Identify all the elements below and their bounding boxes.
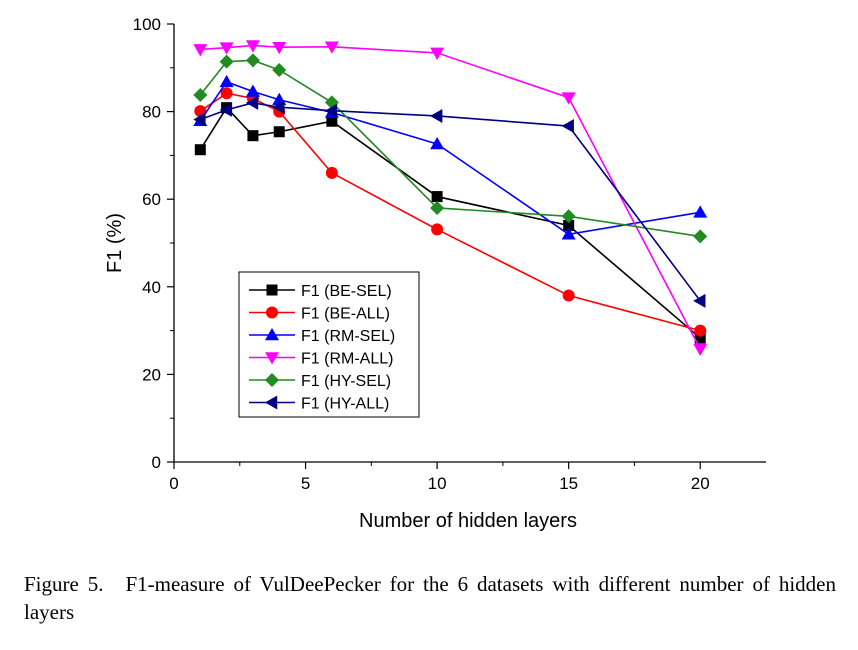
- data-point: [563, 219, 575, 231]
- data-point: [430, 137, 445, 150]
- y-tick-label: 60: [142, 190, 161, 209]
- legend-marker: [266, 306, 278, 319]
- data-point: [693, 343, 708, 356]
- legend-item: F1 (HY-SEL): [249, 373, 391, 390]
- data-point: [430, 47, 445, 60]
- axes: 0 20 40 60 80 100 0 5 10 15 20: [133, 15, 766, 493]
- x-tick-label: 20: [691, 474, 710, 493]
- legend-marker: [265, 373, 279, 387]
- data-point: [245, 95, 259, 110]
- data-point: [561, 119, 574, 134]
- legend-label: F1 (HY-ALL): [301, 396, 389, 413]
- legend-marker: [265, 395, 278, 410]
- data-point: [245, 40, 260, 53]
- data-point: [272, 62, 287, 77]
- data-point: [194, 144, 206, 156]
- data-point: [431, 191, 443, 203]
- data-point: [324, 103, 338, 118]
- data-point: [561, 227, 576, 240]
- data-point: [430, 108, 443, 123]
- data-point: [562, 289, 575, 302]
- data-point: [193, 112, 206, 127]
- data-point: [694, 332, 706, 344]
- y-tick-label: 0: [152, 453, 161, 472]
- data-point: [561, 209, 576, 224]
- data-point: [193, 44, 208, 57]
- data-point: [219, 42, 234, 55]
- figure-caption: Figure 5. F1-measure of VulDeePecker for …: [24, 570, 836, 626]
- legend-box: [238, 271, 420, 418]
- data-point: [272, 100, 285, 115]
- x-tick-label: 10: [428, 474, 447, 493]
- y-tick-label: 40: [142, 278, 161, 297]
- legend-label: F1 (RM-ALL): [301, 351, 393, 368]
- x-axis-label: Number of hidden layers: [359, 510, 577, 532]
- x-tick-label: 15: [559, 474, 578, 493]
- legend: F1 (BE-SEL) F1 (BE-ALL) F1 (RM-SEL) F1 (RM-…: [238, 271, 420, 418]
- data-point: [430, 200, 445, 215]
- y-tick-label: 20: [142, 365, 161, 384]
- legend-item: F1 (BE-SEL): [249, 283, 392, 300]
- legend-item: F1 (HY-ALL): [249, 395, 389, 413]
- legend-marker: [265, 352, 279, 365]
- data-point: [193, 87, 208, 102]
- legend-marker: [265, 328, 279, 341]
- data-point: [693, 293, 706, 308]
- y-tick-label: 80: [142, 103, 161, 122]
- data-point: [326, 115, 338, 127]
- data-point: [272, 41, 287, 55]
- data-point: [693, 229, 708, 244]
- data-point: [245, 53, 260, 68]
- line-chart: 0 20 40 60 80 100 0 5 10 15 20 F1 (BE-SEL) F1 (BE-A…: [104, 15, 766, 532]
- figure-label: Figure 5.: [24, 572, 104, 596]
- data-point: [219, 54, 234, 69]
- data-point: [325, 166, 338, 179]
- data-point: [219, 74, 234, 88]
- series-line: [200, 44, 701, 350]
- series-f-hy-all: [193, 95, 706, 308]
- figure-caption-text: F1-measure of VulDeePecker for the 6 dat…: [24, 572, 836, 624]
- series-line: [199, 59, 701, 238]
- data-point: [431, 223, 444, 236]
- data-point: [561, 92, 576, 105]
- x-tick-label: 5: [301, 474, 310, 493]
- legend-item: F1 (RM-ALL): [249, 351, 393, 368]
- legend-marker: [266, 284, 278, 296]
- legend-label: F1 (HY-SEL): [301, 373, 391, 390]
- series-layer: [193, 40, 708, 356]
- data-point: [324, 41, 339, 54]
- y-axis-label: F1 (%): [104, 213, 126, 273]
- series-f-rm-all: [193, 40, 708, 356]
- legend-item: F1 (RM-SEL): [249, 328, 395, 345]
- data-point: [220, 87, 233, 100]
- data-point: [245, 84, 260, 97]
- data-point: [247, 130, 259, 142]
- data-point: [694, 324, 707, 337]
- data-point: [693, 205, 708, 218]
- legend-label: F1 (BE-SEL): [301, 283, 392, 300]
- legend-label: F1 (RM-SEL): [301, 328, 395, 345]
- legend-label: F1 (BE-ALL): [301, 306, 390, 323]
- data-point: [273, 126, 285, 138]
- series-f-hy-sel: [193, 53, 708, 244]
- data-point: [219, 102, 232, 117]
- legend-item: F1 (BE-ALL): [249, 306, 390, 323]
- y-tick-label: 100: [133, 15, 161, 34]
- x-tick-label: 0: [169, 474, 178, 493]
